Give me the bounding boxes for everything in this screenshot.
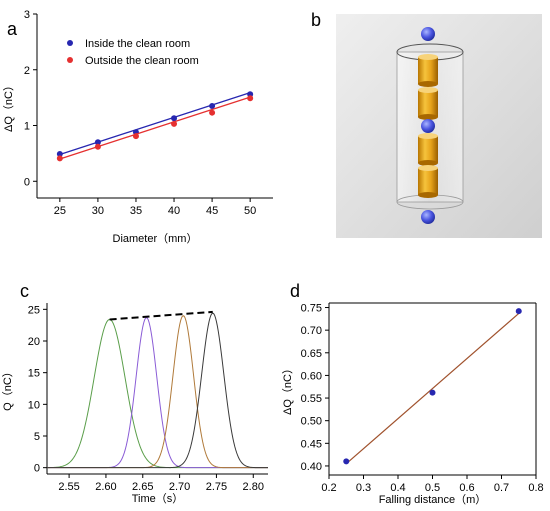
x-tick-label: 25 <box>54 205 66 217</box>
data-point <box>429 389 436 396</box>
data-point <box>94 139 101 146</box>
x-tick-label: 2.65 <box>132 481 153 493</box>
droplet <box>421 119 435 133</box>
y-tick-label: 10 <box>28 399 40 411</box>
data-point <box>94 143 101 150</box>
x-tick-label: 50 <box>244 205 256 217</box>
y-tick-label: 0.55 <box>301 393 322 405</box>
data-point <box>56 155 63 162</box>
y-axis-label: ΔQ（nC） <box>2 80 15 132</box>
x-tick-label: 2.80 <box>243 481 264 493</box>
electrode-cylinder <box>418 87 438 120</box>
chart-a: 25 30 35 40 45 50 0 1 2 3 Diameter（mm） ΔQ（nC） Inside… <box>2 9 273 245</box>
x-tick-label: 40 <box>168 205 180 217</box>
series-fit-line <box>59 92 251 156</box>
x-axis-label: Falling distance（m） <box>379 493 487 506</box>
x-tick-label: 2.70 <box>169 481 190 493</box>
y-tick-label: 0.65 <box>301 348 322 360</box>
x-tick-label: 35 <box>130 205 142 217</box>
data-point <box>171 115 178 122</box>
y-tick-label: 0.40 <box>301 461 322 473</box>
legend-marker <box>67 57 73 63</box>
x-tick-label: 2.55 <box>58 481 79 493</box>
data-point <box>343 458 350 465</box>
trend-line <box>109 310 213 321</box>
panel-a-letter: a <box>7 19 18 39</box>
x-tick-label: 0.4 <box>390 482 405 494</box>
y-tick-label: 0.45 <box>301 438 322 450</box>
series-fit-line <box>345 312 520 465</box>
x-axis-label: Diameter（mm） <box>113 232 198 245</box>
y-tick-label: 0 <box>34 463 40 475</box>
x-tick-label: 0.8 <box>528 482 543 494</box>
y-tick-label: 2 <box>24 65 30 77</box>
panel-c-letter: c <box>20 281 29 301</box>
y-tick-label: 5 <box>34 431 40 443</box>
x-tick-label: 45 <box>206 205 218 217</box>
electrode-cylinder <box>418 133 438 166</box>
data-point <box>56 150 63 157</box>
y-tick-label: 3 <box>24 9 30 21</box>
device-illustration <box>336 14 542 238</box>
chart-d: 0.2 0.3 0.4 0.5 0.6 0.7 0.8 0.40 0.45 0.50 0.55 0.6… <box>281 302 544 506</box>
legend-label: Outside the clean room <box>85 55 199 67</box>
y-axis-label: Q（nC） <box>1 366 14 411</box>
y-axis-label: ΔQ（nC） <box>281 363 294 415</box>
electrode-cylinder <box>418 54 438 87</box>
y-tick-label: 25 <box>28 304 40 316</box>
x-tick-label: 0.3 <box>356 482 371 494</box>
y-tick-label: 0.75 <box>301 303 322 315</box>
data-point <box>209 109 216 116</box>
x-tick-label: 0.2 <box>321 482 336 494</box>
droplet <box>421 27 435 41</box>
x-tick-label: 0.5 <box>425 482 440 494</box>
x-tick-label: 0.6 <box>459 482 474 494</box>
electrode-cylinder <box>418 165 438 198</box>
y-tick-label: 0.50 <box>301 416 322 428</box>
y-tick-label: 20 <box>28 336 40 348</box>
y-tick-label: 1 <box>24 121 30 133</box>
y-tick-label: 0 <box>24 176 30 188</box>
series-fit-line <box>59 96 251 160</box>
series-line <box>47 312 268 469</box>
panel-b-letter: b <box>311 10 321 30</box>
y-tick-label: 0.70 <box>301 325 322 337</box>
y-tick-label: 15 <box>28 368 40 380</box>
legend-label: Inside the clean room <box>85 38 190 50</box>
data-point <box>515 308 522 315</box>
droplet <box>421 210 435 224</box>
panel-b: b <box>311 10 542 238</box>
x-tick-label: 2.75 <box>206 481 227 493</box>
legend-marker <box>67 40 73 46</box>
x-axis-label: Time（s） <box>132 492 184 505</box>
x-tick-label: 30 <box>92 205 104 217</box>
y-tick-label: 0.60 <box>301 370 322 382</box>
data-point <box>247 95 254 102</box>
data-point <box>209 103 216 109</box>
data-point <box>132 133 139 140</box>
data-point <box>171 120 178 127</box>
chart-c: 2.55 2.60 2.65 2.70 2.75 2.80 0 5 10 15 20 25 Time（s… <box>1 303 268 505</box>
panel-d: d 0.2 0.3 0.4 0.5 0.6 0.7 0.80.400.450.500.550… <box>281 281 544 506</box>
panel-c: c 2.55 2.60 2.65 2.70 2.75 2.80 0 5 10 15 20 25 Time… <box>1 281 268 505</box>
panel-a: a 25 30 35 40 45 50 0 1 2 3 Diameter（mm） ΔQ（nC） Insi… <box>2 9 273 245</box>
x-tick-label: 2.60 <box>95 481 116 493</box>
x-tick-label: 0.7 <box>494 482 509 494</box>
panel-d-letter: d <box>290 281 300 301</box>
